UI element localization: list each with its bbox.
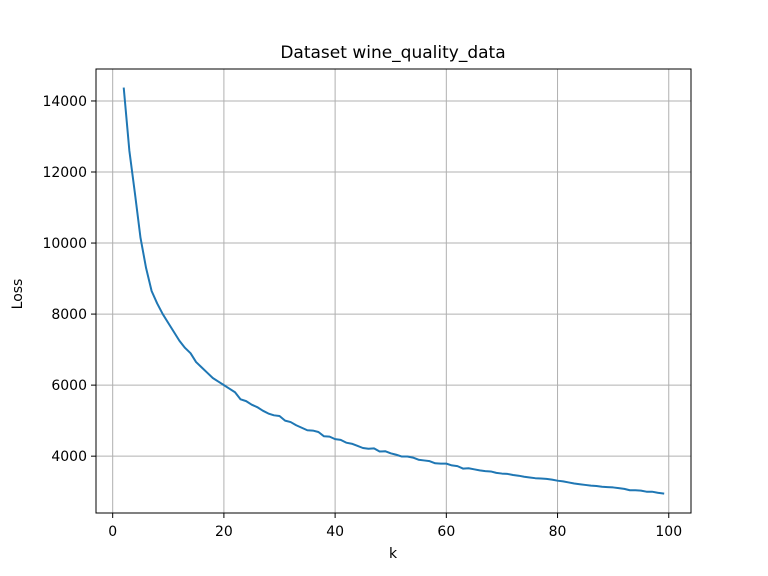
y-tick-label: 4000 (51, 449, 87, 465)
y-axis-label: Loss (10, 279, 26, 310)
plot-area-frame (95, 68, 692, 514)
y-axis-ticks: 4000 6000 8000 10000 12000 14000 (42, 94, 96, 465)
x-tick-label: 0 (108, 524, 117, 540)
x-tick-label: 100 (655, 524, 682, 540)
y-tick-label: 8000 (51, 307, 87, 323)
x-axis-ticks: 0 20 40 60 80 100 (108, 513, 682, 540)
x-tick-label: 80 (549, 524, 567, 540)
grid-lines (96, 69, 691, 513)
x-tick-label: 40 (326, 524, 344, 540)
x-axis-label: k (389, 546, 398, 562)
y-tick-label: 6000 (51, 378, 87, 394)
y-tick-label: 12000 (42, 165, 87, 181)
x-tick-label: 60 (437, 524, 455, 540)
x-tick-label: 20 (215, 524, 233, 540)
y-tick-label: 14000 (42, 94, 87, 110)
y-tick-label: 10000 (42, 236, 87, 252)
chart-title: Dataset wine_quality_data (280, 43, 505, 63)
loss-series-line (122, 87, 665, 495)
